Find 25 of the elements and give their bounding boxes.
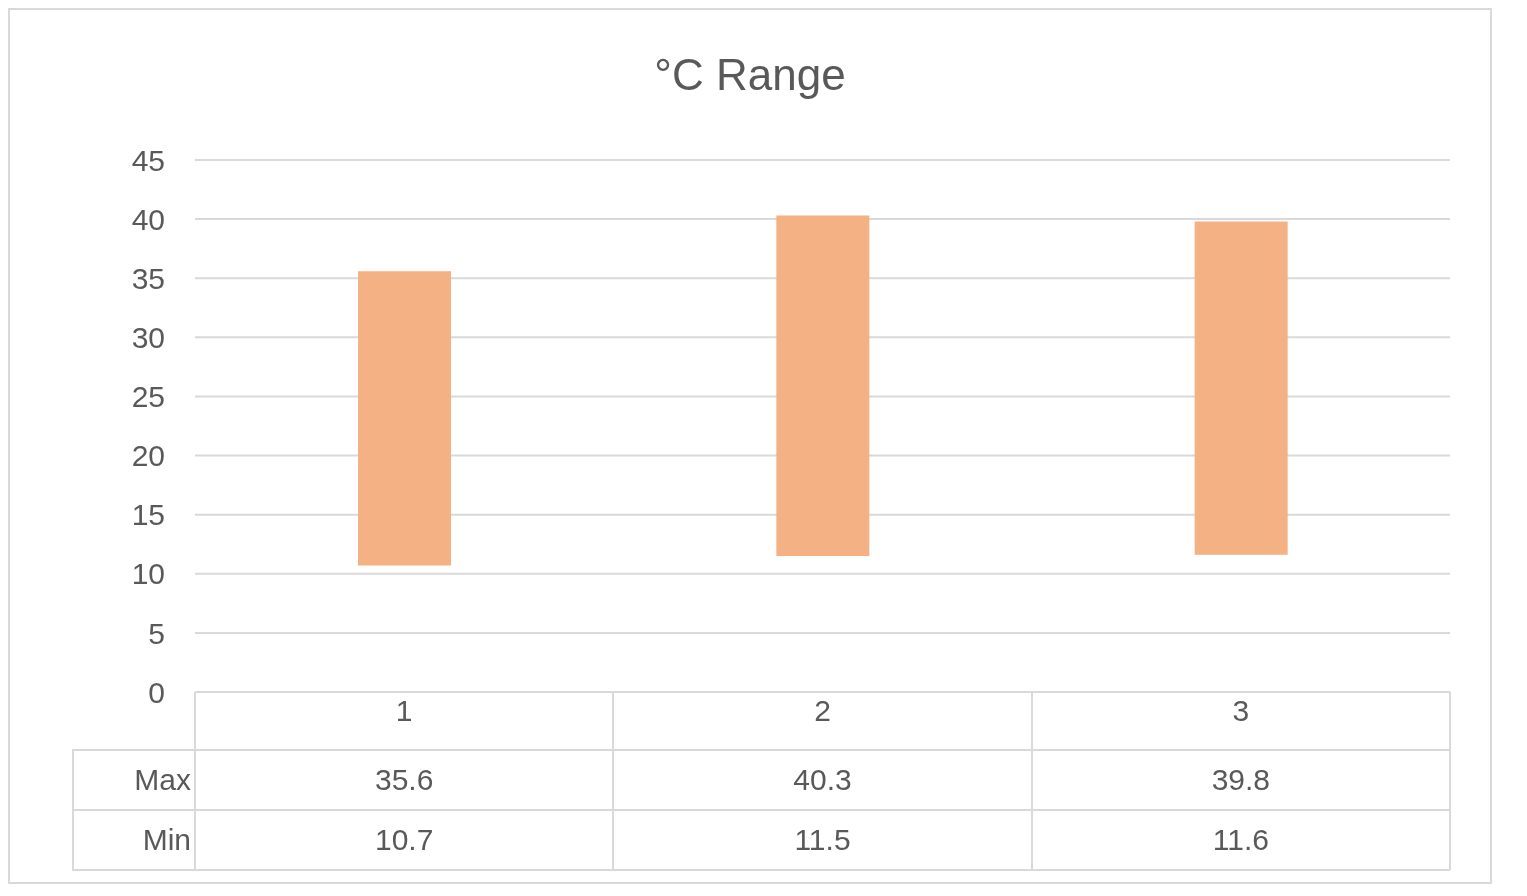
x-tick-label: 1: [395, 694, 413, 728]
y-tick-label: 0: [148, 675, 165, 709]
y-tick-label: 40: [131, 202, 165, 236]
text: 40.3: [792, 762, 853, 798]
y-tick-label: 20: [131, 439, 165, 473]
y-tick-label: 25: [131, 380, 165, 414]
bar: [776, 215, 870, 557]
text: 35.6: [373, 762, 435, 798]
x-tick-label: 2: [814, 694, 831, 728]
y-tick-label: 15: [131, 498, 165, 532]
y-tick-label: 5: [148, 616, 165, 650]
bar: [358, 271, 451, 566]
y-tick-label: 35: [131, 261, 165, 295]
y-tick-label: 45: [131, 143, 165, 177]
y-tick-label: 10: [131, 557, 165, 591]
text: 10.7: [373, 822, 435, 858]
text: Min: [141, 822, 191, 858]
chart-title: °C Range: [653, 50, 847, 100]
text: Max: [133, 762, 191, 798]
y-tick-label: 30: [131, 320, 165, 354]
text: 39.8: [1210, 762, 1271, 798]
x-tick-label: 3: [1232, 694, 1250, 728]
text: 11.6: [1211, 822, 1270, 858]
bar: [1194, 221, 1288, 555]
text: 11.5: [793, 822, 852, 858]
